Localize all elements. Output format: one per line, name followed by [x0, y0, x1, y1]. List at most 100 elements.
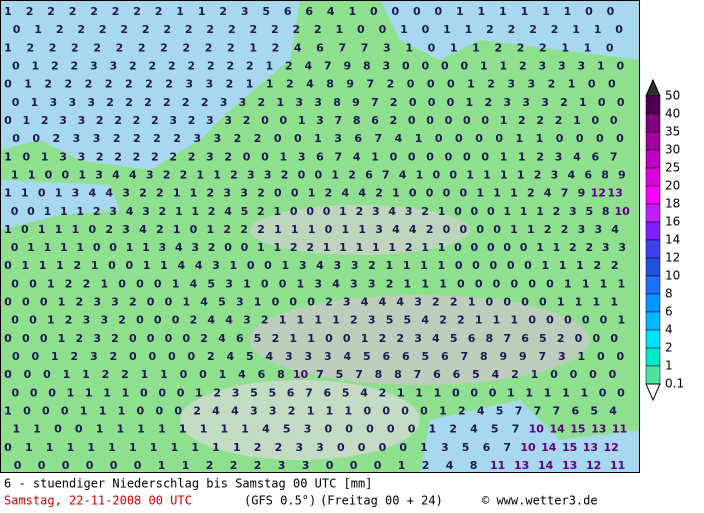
grid-value: 3 — [368, 314, 376, 327]
grid-value: 2 — [286, 78, 294, 91]
grid-value: 0 — [224, 241, 232, 254]
grid-value: 3 — [295, 96, 303, 109]
grid-value: 1 — [198, 5, 206, 18]
grid-value: 15 — [562, 441, 577, 454]
grid-value: 2 — [439, 314, 447, 327]
grid-value: 0 — [155, 405, 163, 418]
grid-value: 1 — [4, 187, 12, 200]
grid-value: 1 — [116, 423, 124, 436]
grid-value: 4 — [316, 259, 324, 272]
grid-value: 2 — [99, 23, 107, 36]
grid-value: 2 — [348, 168, 356, 181]
grid-value: 1 — [27, 241, 35, 254]
grid-value: 0 — [546, 314, 554, 327]
grid-value: 3 — [351, 259, 359, 272]
grid-value: 3 — [205, 78, 213, 91]
grid-value: 1 — [617, 314, 625, 327]
grid-value: 0 — [460, 59, 468, 72]
channel — [0, 180, 120, 230]
grid-value: 2 — [133, 132, 141, 145]
grid-value: 1 — [72, 223, 80, 236]
grid-value: 0 — [199, 368, 207, 381]
grid-value: 1 — [510, 223, 518, 236]
grid-value: 0 — [575, 332, 583, 345]
grid-value: 7 — [561, 187, 569, 200]
grid-value: 1 — [67, 386, 75, 399]
grid-value: 3 — [240, 187, 248, 200]
grid-value: 2 — [205, 41, 213, 54]
grid-value: 1 — [31, 96, 39, 109]
grid-value: 4 — [212, 405, 220, 418]
legend-label: 6 — [665, 305, 673, 319]
grid-value: 0 — [21, 223, 29, 236]
grid-value: 4 — [446, 459, 454, 472]
grid-value: 0 — [48, 386, 56, 399]
grid-value: 1 — [339, 205, 347, 218]
grid-value: 0 — [546, 277, 554, 290]
grid-value: 2 — [47, 5, 55, 18]
grid-value: 7 — [361, 41, 369, 54]
grid-value: 2 — [518, 114, 526, 127]
grid-value: 0 — [108, 259, 116, 272]
grid-value: 3 — [250, 405, 258, 418]
grid-value: 2 — [83, 277, 91, 290]
grid-value: 0 — [610, 332, 618, 345]
grid-value: 2 — [450, 296, 458, 309]
grid-value: 3 — [304, 423, 312, 436]
grid-value: 7 — [355, 368, 363, 381]
grid-value: 5 — [218, 296, 226, 309]
grid-value: 1 — [38, 223, 46, 236]
legend-label: 25 — [665, 161, 680, 175]
grid-value: 1 — [273, 241, 281, 254]
grid-value: 5 — [462, 441, 470, 454]
grid-value: 5 — [472, 368, 480, 381]
grid-value: 0 — [62, 459, 70, 472]
mediterranean — [420, 400, 640, 472]
grid-value: 0 — [454, 205, 462, 218]
grid-value: 1 — [515, 132, 523, 145]
grid-value: 9 — [343, 59, 351, 72]
grid-value: 0 — [22, 296, 30, 309]
legend-label: 12 — [665, 251, 680, 265]
grid-value: 2 — [230, 168, 238, 181]
grid-value: 2 — [396, 332, 404, 345]
grid-value: 1 — [542, 5, 550, 18]
grid-value: 0 — [11, 314, 19, 327]
grid-value: 2 — [517, 41, 525, 54]
grid-value: 0 — [402, 59, 410, 72]
grid-value: 0 — [539, 296, 547, 309]
grid-value: 0 — [29, 277, 37, 290]
grid-value: 1 — [386, 259, 394, 272]
grid-value: 1 — [307, 405, 315, 418]
legend-swatch — [645, 149, 661, 169]
grid-value: 3 — [87, 96, 95, 109]
grid-value: 2 — [271, 23, 279, 36]
grid-value: 6 — [324, 386, 332, 399]
grid-value: 0 — [379, 23, 387, 36]
grid-value: 2 — [112, 5, 120, 18]
grid-value: 1 — [593, 296, 601, 309]
grid-value: 1 — [405, 41, 413, 54]
grid-value: 2 — [74, 259, 82, 272]
grid-value: 0 — [607, 5, 615, 18]
grid-value: 1 — [87, 441, 95, 454]
grid-value: 1 — [542, 259, 550, 272]
legend-swatch — [645, 293, 661, 313]
grid-value: 0 — [168, 350, 176, 363]
grid-value: 0 — [455, 259, 463, 272]
grid-value: 6 — [483, 441, 491, 454]
grid-value: 1 — [60, 205, 68, 218]
grid-value: 1 — [420, 259, 428, 272]
grid-value: 3 — [316, 114, 324, 127]
grid-value: 13 — [607, 187, 622, 200]
grid-value: 4 — [399, 168, 407, 181]
grid-value: 2 — [93, 41, 101, 54]
grid-value: 0 — [599, 386, 607, 399]
grid-value: 4 — [207, 314, 215, 327]
grid-value: 2 — [129, 296, 137, 309]
grid-value: 2 — [155, 5, 163, 18]
grid-value: 11 — [610, 459, 625, 472]
grid-value: 0 — [12, 350, 20, 363]
grid-value: 0 — [390, 150, 398, 163]
